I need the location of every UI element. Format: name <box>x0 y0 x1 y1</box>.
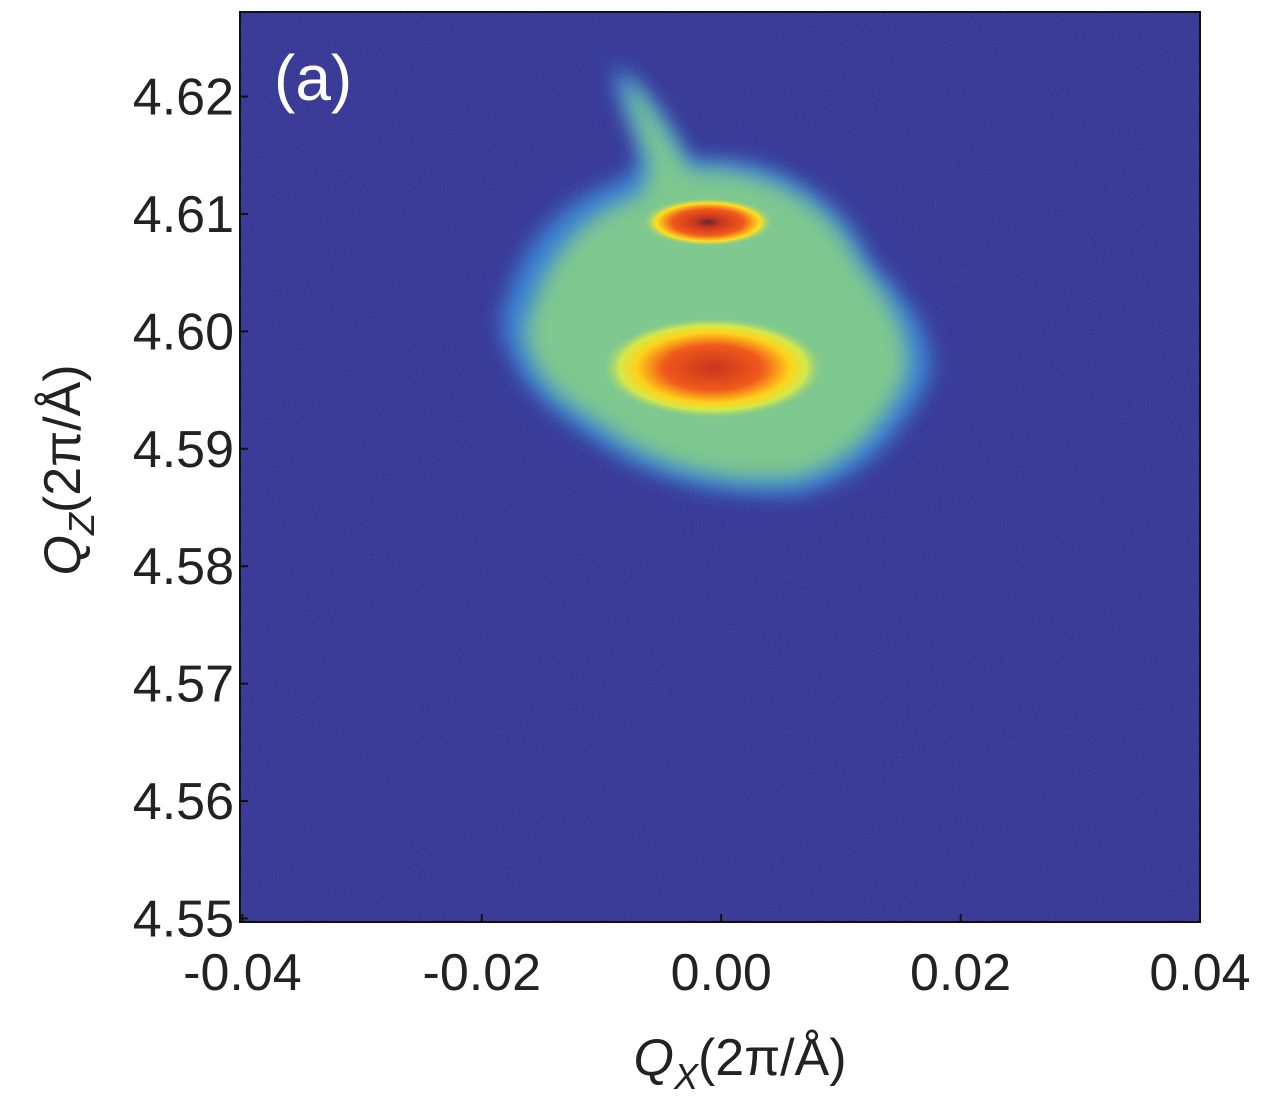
plot-area <box>240 12 1200 922</box>
y-tick-label: 4.62 <box>133 69 234 127</box>
y-axis-title: QZ(2π/Å) <box>34 364 102 575</box>
y-unit: (2π/Å) <box>34 364 92 513</box>
y-tick-label: 4.56 <box>133 773 234 831</box>
y-tick-label: 4.55 <box>133 890 234 948</box>
y-sub: Z <box>61 512 102 536</box>
intensity-peak <box>602 317 823 418</box>
panel-label: (a) <box>274 42 352 114</box>
y-symbol: Q <box>34 535 92 575</box>
x-tick-label: -0.02 <box>423 944 542 1002</box>
y-tick-label: 4.60 <box>133 303 234 361</box>
x-symbol: Q <box>633 1029 673 1087</box>
x-sub: X <box>673 1056 700 1097</box>
x-tick-label: 0.00 <box>671 944 772 1002</box>
y-tick-label: 4.59 <box>133 421 234 479</box>
x-tick-label: 0.02 <box>910 944 1011 1002</box>
x-tick-label: 0.04 <box>1149 944 1250 1002</box>
y-tick-label: 4.61 <box>133 186 234 244</box>
y-tick-label: 4.58 <box>133 538 234 596</box>
y-tick-label: 4.57 <box>133 656 234 714</box>
x-unit: (2π/Å) <box>698 1029 847 1087</box>
intensity-peak <box>643 198 774 247</box>
x-axis-title: QX(2π/Å) <box>633 1029 846 1097</box>
x-tick-label: -0.04 <box>183 944 302 1002</box>
plot-frame <box>239 11 1201 923</box>
